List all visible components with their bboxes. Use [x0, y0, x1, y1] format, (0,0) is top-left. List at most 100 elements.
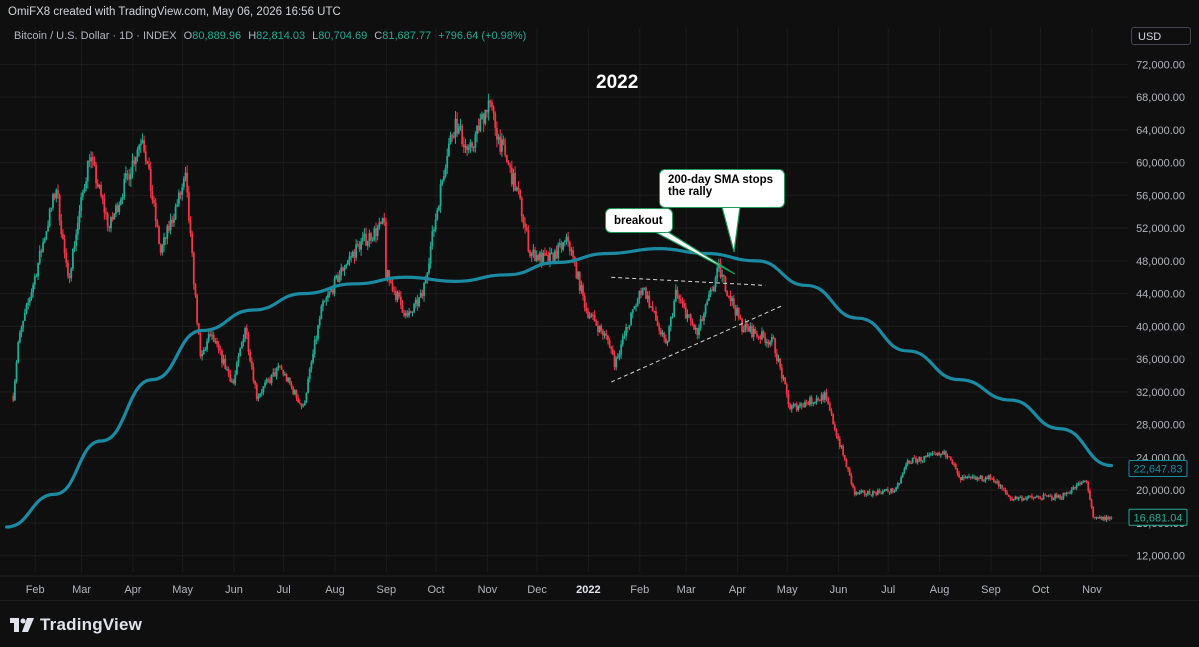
price-axis-bg: [1128, 28, 1199, 592]
candle-body: [726, 291, 729, 296]
candle-body: [1021, 496, 1023, 501]
tradingview-logo[interactable]: TradingView: [10, 615, 142, 635]
candle-body: [230, 380, 233, 382]
x-tick-label: Oct: [1032, 584, 1049, 596]
candle-body: [833, 424, 836, 430]
candle-body: [974, 476, 977, 480]
candle-body: [20, 327, 23, 333]
candle-body: [916, 459, 919, 463]
candle-body: [948, 456, 951, 458]
candle-body: [447, 143, 450, 156]
x-tick-label: 2022: [576, 584, 600, 596]
candle-body: [1072, 487, 1075, 490]
candle-body: [840, 446, 843, 448]
candle-body: [737, 308, 740, 318]
candle-body: [55, 189, 58, 199]
candle-body: [1080, 482, 1083, 485]
candle-body: [1090, 499, 1093, 508]
candle-body: [224, 358, 227, 370]
candle-body: [189, 220, 192, 234]
candle-body: [52, 194, 54, 208]
candle-body: [626, 327, 629, 329]
currency-button[interactable]: USD: [1131, 27, 1191, 45]
candle-body: [905, 464, 907, 469]
candle-body: [110, 216, 112, 229]
candle-body: [1027, 495, 1030, 498]
candle-body: [360, 241, 362, 250]
candle-body: [50, 207, 53, 210]
time-axis[interactable]: Feb Mar Apr May Jun Jul Aug Sep Oct Nov Dec 2022 Feb…: [0, 575, 1199, 596]
candle-body: [297, 397, 300, 403]
candle-body: [946, 456, 949, 458]
candle-body: [529, 251, 531, 257]
candle-body: [370, 233, 372, 241]
candle-body: [994, 482, 997, 484]
candle-body: [124, 173, 127, 179]
candle-body: [443, 175, 445, 181]
x-tick-label: May: [777, 584, 798, 596]
candle-body: [337, 275, 339, 282]
candle-body: [800, 403, 803, 407]
candle-body: [540, 252, 543, 263]
candle-body: [698, 327, 700, 336]
candle-body: [247, 334, 250, 352]
candle-body: [98, 185, 101, 187]
candle-body: [81, 192, 84, 197]
candle-body: [588, 316, 591, 318]
candle-body: [226, 369, 228, 371]
candle-body: [613, 354, 616, 368]
candle-body: [520, 197, 523, 217]
candle-body: [275, 368, 278, 377]
candle-body: [598, 325, 601, 332]
tradingview-logo-icon: [10, 618, 34, 632]
symbol-legend[interactable]: Bitcoin / U.S. Dollar · 1D · INDEX O80,8…: [14, 30, 526, 42]
candle-body: [356, 244, 359, 246]
candle-body: [779, 358, 782, 368]
candle-body: [565, 236, 568, 241]
candle-body: [308, 368, 311, 380]
candle-body: [606, 335, 609, 341]
candle-body: [986, 477, 989, 480]
candle-body: [704, 304, 707, 314]
candle-body: [365, 233, 367, 246]
candle-body: [479, 118, 482, 131]
candle-body: [552, 252, 555, 262]
candle-body: [85, 181, 88, 189]
price-chart[interactable]: 12,000.0016,000.0020,000.0024,000.0028,0…: [0, 0, 1199, 600]
breakout-text: breakout: [614, 215, 663, 227]
candle-body: [517, 187, 520, 190]
candle-body: [164, 237, 167, 239]
candle-body: [535, 255, 538, 262]
candle-body: [805, 402, 808, 404]
candle-body: [896, 483, 899, 488]
candle-body: [915, 457, 917, 463]
candle-body: [1108, 517, 1111, 519]
candle-body: [590, 314, 593, 317]
candle-body: [169, 219, 172, 231]
candle-body: [452, 136, 455, 138]
candle-body: [592, 314, 594, 316]
candle-body: [181, 187, 184, 195]
candle-body: [449, 135, 452, 144]
candle-body: [57, 189, 59, 195]
candle-body: [457, 126, 460, 134]
candle-body: [201, 354, 203, 357]
candle-body: [194, 284, 197, 296]
candle-body: [274, 372, 276, 377]
candle-body: [853, 487, 856, 495]
candle-body: [414, 299, 417, 304]
sma-callout-line2: the rally: [668, 186, 713, 198]
y-tick-label: 52,000.00: [1136, 223, 1185, 235]
candle-body: [1064, 492, 1066, 495]
candle-body: [105, 212, 107, 214]
candle-body: [568, 242, 571, 251]
candle-body: [522, 216, 525, 224]
candle-body: [280, 366, 283, 370]
candle-body: [684, 306, 687, 319]
candle-body: [433, 229, 435, 232]
candle-body: [505, 155, 508, 163]
candle-body: [464, 146, 467, 148]
price-axis[interactable]: 12,000.0016,000.0020,000.0024,000.0028,0…: [1128, 28, 1199, 592]
candle-body: [555, 250, 558, 259]
candle-body: [206, 341, 208, 350]
